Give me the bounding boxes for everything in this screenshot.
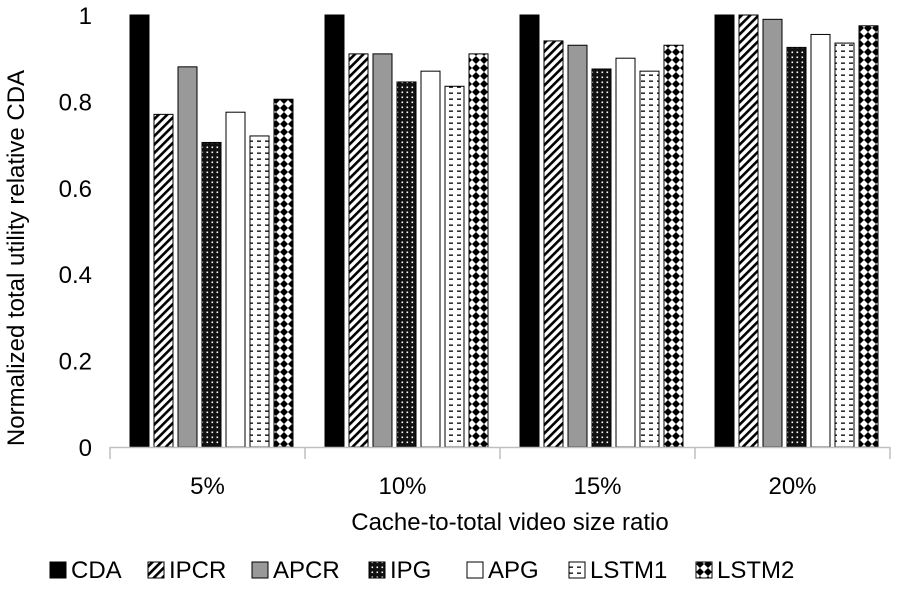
legend-label-lstm1: LSTM1 bbox=[590, 557, 667, 584]
bar-lstm1-3 bbox=[639, 70, 660, 448]
bar-apcr-1 bbox=[177, 66, 198, 448]
bar-ipg-4 bbox=[786, 46, 807, 448]
bar-lstm2-4 bbox=[858, 25, 879, 448]
category-label: 20% bbox=[768, 473, 816, 500]
legend: CDA IPCR APCR IPG APG LSTM1 LSTM2 bbox=[49, 557, 794, 584]
bar-ipg-3 bbox=[591, 68, 612, 448]
bar-apcr-2 bbox=[372, 53, 393, 448]
legend-swatch-apcr bbox=[251, 561, 269, 579]
x-tick-labels: 5% 10% 15% 20% bbox=[190, 473, 816, 500]
legend-swatch-lstm1 bbox=[568, 561, 586, 579]
bar-ipcr-1 bbox=[153, 113, 174, 448]
bar-apg-2 bbox=[420, 70, 441, 448]
legend-label-apcr: APCR bbox=[273, 557, 340, 584]
y-tick-label: 0.2 bbox=[59, 349, 92, 376]
y-tick-label: 0 bbox=[79, 435, 92, 462]
y-tick-label: 0.8 bbox=[59, 89, 92, 116]
bar-ipg-2 bbox=[396, 81, 417, 448]
category-label: 10% bbox=[378, 473, 426, 500]
legend-label-apg: APG bbox=[488, 557, 539, 584]
bar-apg-1 bbox=[225, 111, 246, 448]
bar-lstm2-1 bbox=[273, 98, 294, 448]
legend-label-cda: CDA bbox=[71, 557, 122, 584]
legend-swatch-cda bbox=[49, 561, 67, 579]
legend-swatch-apg bbox=[466, 561, 484, 579]
y-tick-label: 0.6 bbox=[59, 176, 92, 203]
bar-lstm1-1 bbox=[249, 135, 270, 448]
bar-cda-1 bbox=[129, 14, 150, 448]
bar-ipcr-3 bbox=[543, 40, 564, 448]
y-tick-label: 1 bbox=[79, 3, 92, 30]
legend-label-ipg: IPG bbox=[390, 557, 431, 584]
bar-cda-4 bbox=[714, 14, 735, 448]
bar-group bbox=[129, 14, 879, 448]
category-label: 15% bbox=[573, 473, 621, 500]
bar-ipcr-4 bbox=[738, 14, 759, 448]
bar-apg-3 bbox=[615, 57, 636, 448]
bar-lstm2-3 bbox=[663, 44, 684, 448]
bar-ipg-1 bbox=[201, 141, 222, 448]
x-axis bbox=[109, 446, 891, 459]
legend-label-lstm2: LSTM2 bbox=[717, 557, 794, 584]
bar-apcr-4 bbox=[762, 18, 783, 448]
y-tick-label: 0.4 bbox=[59, 262, 92, 289]
legend-swatch-lstm2 bbox=[695, 561, 713, 579]
bar-apg-4 bbox=[810, 33, 831, 448]
category-label: 5% bbox=[190, 473, 225, 500]
y-axis-title: Normalized total utility relative CDA bbox=[3, 70, 30, 446]
bar-lstm2-2 bbox=[468, 53, 489, 448]
bar-cda-2 bbox=[324, 14, 345, 448]
bar-cda-3 bbox=[519, 14, 540, 448]
y-tick-labels: 0 0.2 0.4 0.6 0.8 1 bbox=[59, 3, 92, 462]
legend-label-ipcr: IPCR bbox=[169, 557, 226, 584]
legend-swatch-ipg bbox=[368, 561, 386, 579]
bar-apcr-3 bbox=[567, 44, 588, 448]
legend-swatch-ipcr bbox=[147, 561, 165, 579]
bar-lstm1-4 bbox=[834, 42, 855, 448]
x-axis-title: Cache-to-total video size ratio bbox=[351, 509, 668, 536]
bar-lstm1-2 bbox=[444, 85, 465, 448]
bar-ipcr-2 bbox=[348, 53, 369, 448]
